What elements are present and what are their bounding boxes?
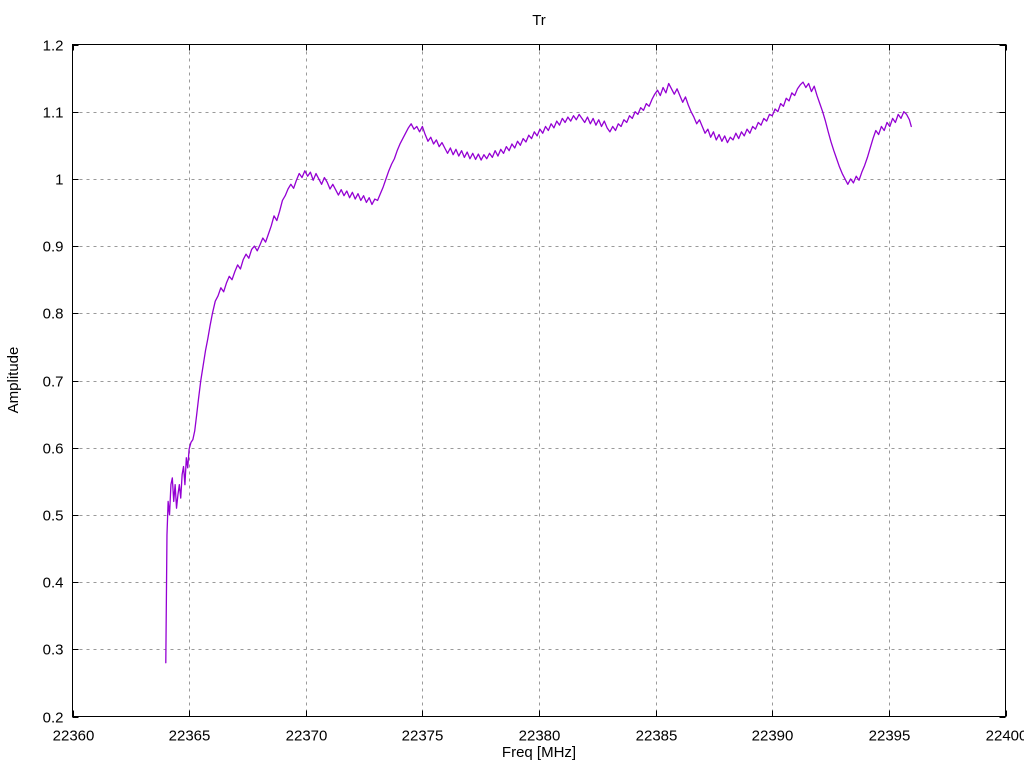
x-tick-label: 22400 [986,728,1024,745]
grid-lines [72,44,1006,717]
y-tick-label: 0.6 [43,441,64,458]
x-tick-label: 22370 [286,728,328,745]
x-tick-labels: 22360 22365 22370 22375 22380 22385 22390 22395… [53,728,1024,745]
x-tick-label: 22360 [53,728,95,745]
x-tick-label: 22365 [169,728,211,745]
x-tick-label: 22380 [519,728,561,745]
y-tick-label: 0.4 [43,575,64,592]
y-tick-label: 1 [55,172,63,189]
chart-title: Tr [532,12,546,29]
tick-marks [72,44,1007,718]
y-tick-label: 1.1 [43,105,64,122]
y-tick-label: 0.9 [43,239,64,256]
data-series-group [165,81,912,664]
x-axis-title: Freq [MHz] [502,744,576,761]
y-tick-labels: 0.2 0.3 0.4 0.5 0.6 0.7 0.8 0.9 1 1.1 1.2 [43,38,64,727]
x-tick-label: 22375 [402,728,444,745]
y-tick-label: 1.2 [43,38,64,55]
y-tick-label: 0.3 [43,642,64,659]
y-tick-label: 0.2 [43,710,64,727]
y-tick-label: 0.8 [43,306,64,323]
x-tick-label: 22390 [752,728,794,745]
y-tick-label: 0.7 [43,374,64,391]
x-tick-label: 22385 [636,728,678,745]
y-tick-label: 0.5 [43,508,64,525]
data-line-tr [165,81,912,664]
x-tick-label: 22395 [869,728,911,745]
y-axis-title: Amplitude [5,347,22,414]
